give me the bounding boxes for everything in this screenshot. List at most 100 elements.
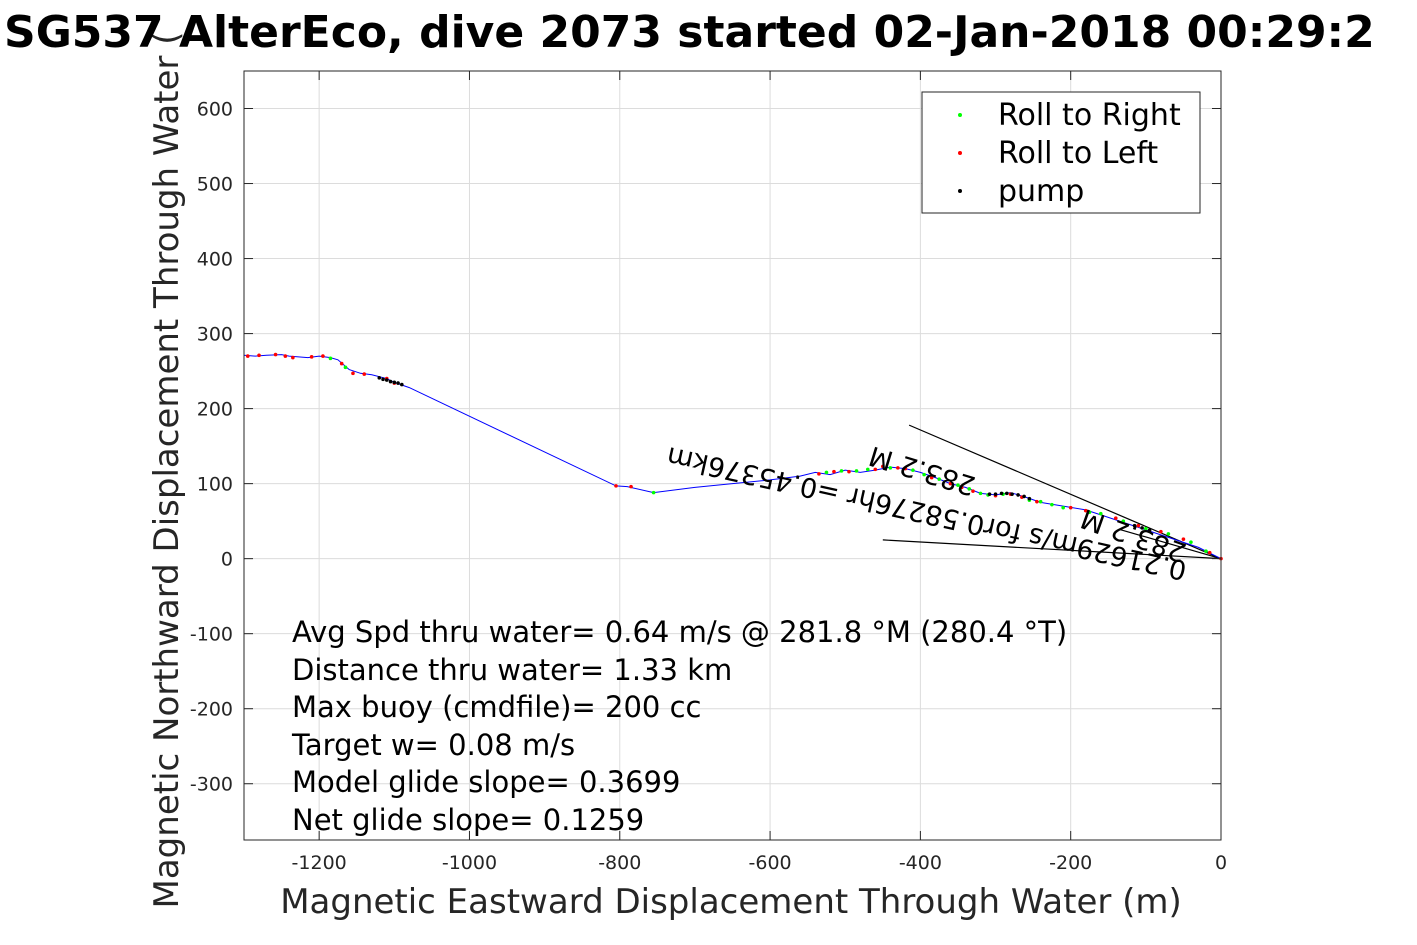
- pump-point: [987, 492, 992, 496]
- x-tick-label: -800: [598, 852, 641, 874]
- pump-point: [388, 379, 393, 384]
- pump-point: [1140, 526, 1144, 530]
- x-tick-label: 0: [1215, 852, 1227, 874]
- legend-marker-roll-left: [958, 151, 962, 155]
- roll-left-point: [351, 371, 355, 376]
- roll-right-point: [922, 472, 926, 477]
- roll-left-point: [971, 489, 975, 493]
- plot-frame: [243, 70, 1222, 841]
- roll-right-point: [956, 483, 960, 487]
- legend-entry-roll-left: Roll to Left: [998, 136, 1158, 171]
- roll-right-point: [1189, 540, 1193, 544]
- roll-left-point: [321, 354, 325, 358]
- roll-left-point: [847, 469, 851, 474]
- roll-left-point: [614, 484, 618, 488]
- x-tick-label: -1200: [292, 852, 347, 874]
- y-axis-label: Magnetic Northward Displacement Through …: [147, 32, 187, 909]
- pump-point: [396, 381, 400, 385]
- y-tick-label: 400: [197, 249, 233, 271]
- pump-point: [1010, 492, 1014, 496]
- pump-point: [384, 378, 389, 382]
- annotation-max-buoy: Max buoy (cmdfile)= 200 cc: [292, 690, 701, 724]
- x-tick-label: -200: [1049, 852, 1092, 874]
- roll-left-point: [629, 484, 633, 489]
- markers: [245, 352, 1223, 561]
- roll-left-point: [817, 472, 821, 476]
- roll-right-point: [1050, 502, 1054, 507]
- roll-right-point: [343, 365, 348, 370]
- roll-left-point: [929, 475, 934, 480]
- y-tick-label: -300: [190, 774, 233, 796]
- roll-right-point: [888, 466, 893, 470]
- roll-left-point: [903, 466, 908, 471]
- pump-point: [1016, 493, 1020, 497]
- roll-left-point: [959, 485, 964, 490]
- pump-point: [1022, 494, 1026, 499]
- pump-point: [993, 492, 998, 496]
- roll-left-point: [309, 355, 314, 359]
- vector-lines: [882, 424, 1222, 560]
- roll-left-point: [1068, 505, 1073, 510]
- annotation-model-glide-slope: Model glide slope= 0.3699: [292, 765, 680, 799]
- roll-left-point: [948, 481, 953, 486]
- legend-entry-pump: pump: [998, 174, 1084, 209]
- annotation-block: Avg Spd thru water= 0.64 m/s @ 281.8 °M …: [291, 615, 1067, 837]
- roll-left-point: [1035, 499, 1039, 504]
- y-tick-label: -200: [190, 699, 233, 721]
- roll-right-point: [911, 468, 915, 472]
- roll-left-point: [896, 466, 900, 470]
- roll-left-point: [1159, 529, 1163, 534]
- roll-right-point: [824, 470, 829, 475]
- roll-left-point: [1207, 550, 1212, 555]
- roll-left-point: [1181, 537, 1186, 541]
- roll-right-point: [1038, 499, 1043, 504]
- roll-right-point: [978, 491, 983, 496]
- roll-left-point: [881, 464, 885, 469]
- pump-point: [1132, 523, 1137, 528]
- roll-right-point: [1098, 511, 1103, 516]
- roll-left-point: [873, 467, 878, 472]
- legend: Roll to Right Roll to Left pump: [921, 91, 1201, 214]
- roll-left-point: [273, 352, 278, 357]
- pump-point: [377, 376, 382, 380]
- legend-marker-roll-right: [958, 113, 962, 117]
- roll-right-point: [651, 490, 656, 495]
- roll-right-point: [854, 469, 859, 473]
- y-tick-label: 500: [197, 174, 233, 196]
- roll-right-point: [967, 487, 972, 491]
- y-tick-label: 100: [197, 474, 233, 496]
- pump-point: [1005, 491, 1009, 496]
- roll-left-point: [257, 353, 261, 358]
- roll-right-point: [328, 356, 333, 361]
- roll-right-point: [839, 469, 844, 473]
- x-tick-labels: -1200 -1000 -800 -600 -400 -200 0: [292, 852, 1228, 874]
- pump-point: [999, 491, 1004, 496]
- roll-left-point: [283, 354, 288, 358]
- pump-point: [1027, 496, 1032, 501]
- chart-title: SG537 AlterEco, dive 2073 started 02-Jan…: [4, 7, 1375, 58]
- legend-box: [921, 91, 1201, 214]
- x-tick-label: -1000: [442, 852, 497, 874]
- roll-right-point: [1144, 526, 1148, 531]
- annotation-net-glide-slope: Net glide slope= 0.1259: [292, 803, 644, 837]
- annotation-target-w: Target w= 0.08 m/s: [291, 728, 575, 762]
- roll-left-point: [1113, 516, 1118, 520]
- y-tick-labels: -300 -200 -100 0 100 200 300 400 500 600: [190, 99, 233, 796]
- roll-left-point: [1083, 508, 1088, 513]
- vector-line: [1119, 528, 1222, 560]
- roll-right-point: [865, 467, 870, 472]
- roll-left-point: [362, 372, 367, 376]
- x-tick-label: -400: [899, 852, 942, 874]
- y-tick-label: 200: [197, 399, 233, 421]
- roll-right-point: [1121, 519, 1126, 523]
- roll-left-point: [291, 355, 295, 360]
- pump-point: [392, 380, 397, 385]
- annotation-avg-speed: Avg Spd thru water= 0.64 m/s @ 281.8 °M …: [292, 615, 1067, 649]
- roll-right-point: [937, 477, 941, 481]
- legend-marker-pump: [958, 189, 962, 193]
- y-tick-label: 0: [221, 549, 233, 571]
- roll-right-point: [1166, 532, 1171, 536]
- vector-line: [908, 424, 1222, 560]
- roll-left-point: [832, 469, 836, 474]
